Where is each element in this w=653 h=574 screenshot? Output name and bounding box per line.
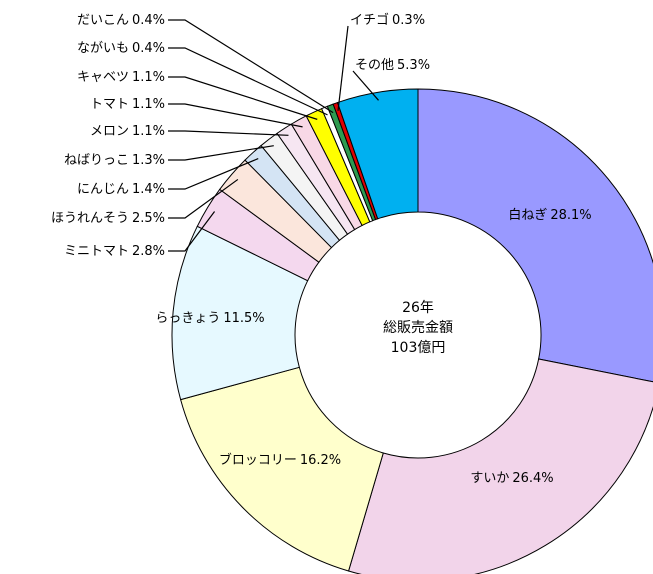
- center-label: 103億円: [391, 340, 446, 356]
- center-label: 総販売金額: [383, 320, 453, 336]
- leader-line: [168, 76, 318, 120]
- slice-label: にんじん 1.4%: [77, 182, 165, 197]
- value-label: 16.2%: [300, 453, 341, 468]
- category-label: ほうれんそう: [51, 211, 129, 226]
- category-label: だいこん: [77, 13, 129, 28]
- category-label: イチゴ: [350, 12, 389, 28]
- value-label: 28.1%: [550, 208, 591, 223]
- value-label: 1.4%: [132, 182, 165, 197]
- leader-line: [168, 130, 289, 136]
- leader-line: [168, 19, 334, 114]
- leader-line: [168, 178, 239, 219]
- category-label: らっきょう: [155, 311, 220, 326]
- slice-label: 白ねぎ 28.1%: [508, 207, 591, 223]
- value-label: 0.4%: [132, 13, 165, 28]
- value-label: 2.5%: [132, 211, 165, 226]
- slices: [171, 88, 653, 574]
- value-label: 0.3%: [392, 13, 425, 28]
- category-label: トマト: [90, 97, 129, 112]
- slice-label: だいこん 0.4%: [77, 13, 165, 28]
- slice-label: キャベツ 1.1%: [77, 70, 165, 85]
- slice-label: ブロッコリー 16.2%: [219, 452, 341, 468]
- category-label: ねばりっこ: [64, 153, 129, 168]
- value-label: 11.5%: [223, 311, 264, 326]
- value-label: 1.1%: [132, 97, 165, 112]
- value-label: 2.8%: [132, 244, 165, 259]
- value-label: 1.1%: [132, 124, 165, 139]
- leader-line: [168, 103, 303, 128]
- category-label: 白ねぎ: [508, 207, 547, 223]
- category-label: ミニトマト: [64, 244, 129, 259]
- slice-label: ねばりっこ 1.3%: [64, 153, 165, 168]
- category-label: ブロッコリー: [219, 452, 297, 468]
- leader-line: [168, 158, 259, 190]
- category-label: キャベツ: [77, 70, 129, 85]
- category-label: にんじん: [77, 182, 129, 197]
- slice: [180, 366, 384, 572]
- leader-line: [168, 145, 274, 161]
- value-label: 1.3%: [132, 153, 165, 168]
- slice: [336, 88, 419, 220]
- labels: 白ねぎ 28.1% すいか 26.4% ブロッコリー 16.2% らっきょう 11.5% ミニト…: [51, 12, 592, 486]
- value-label: 26.4%: [512, 471, 553, 486]
- slice: [417, 88, 653, 383]
- slice: [347, 358, 653, 574]
- slice-label: イチゴ 0.3%: [350, 12, 425, 28]
- slice-label: らっきょう 11.5%: [155, 311, 264, 326]
- slice-label: トマト 1.1%: [90, 97, 165, 112]
- slice-label: メロン 1.1%: [90, 124, 165, 139]
- category-label: その他: [355, 58, 394, 73]
- value-label: 0.4%: [132, 41, 165, 56]
- slice-label: ミニトマト 2.8%: [64, 244, 165, 259]
- center-label: 26年: [402, 300, 434, 316]
- slice-label: その他 5.3%: [355, 58, 430, 73]
- slice-label: ほうれんそう 2.5%: [51, 211, 165, 226]
- leader-line: [352, 70, 379, 101]
- leader-line: [168, 211, 216, 252]
- category-label: ながいも: [77, 41, 129, 56]
- value-label: 5.3%: [397, 58, 430, 73]
- slice-label: すいか 26.4%: [470, 471, 553, 486]
- slice-label: ながいも 0.4%: [77, 41, 165, 56]
- leader-line: [337, 25, 349, 111]
- leader-line: [168, 47, 328, 116]
- value-label: 1.1%: [132, 70, 165, 85]
- category-label: メロン: [90, 124, 129, 139]
- category-label: すいか: [470, 471, 509, 486]
